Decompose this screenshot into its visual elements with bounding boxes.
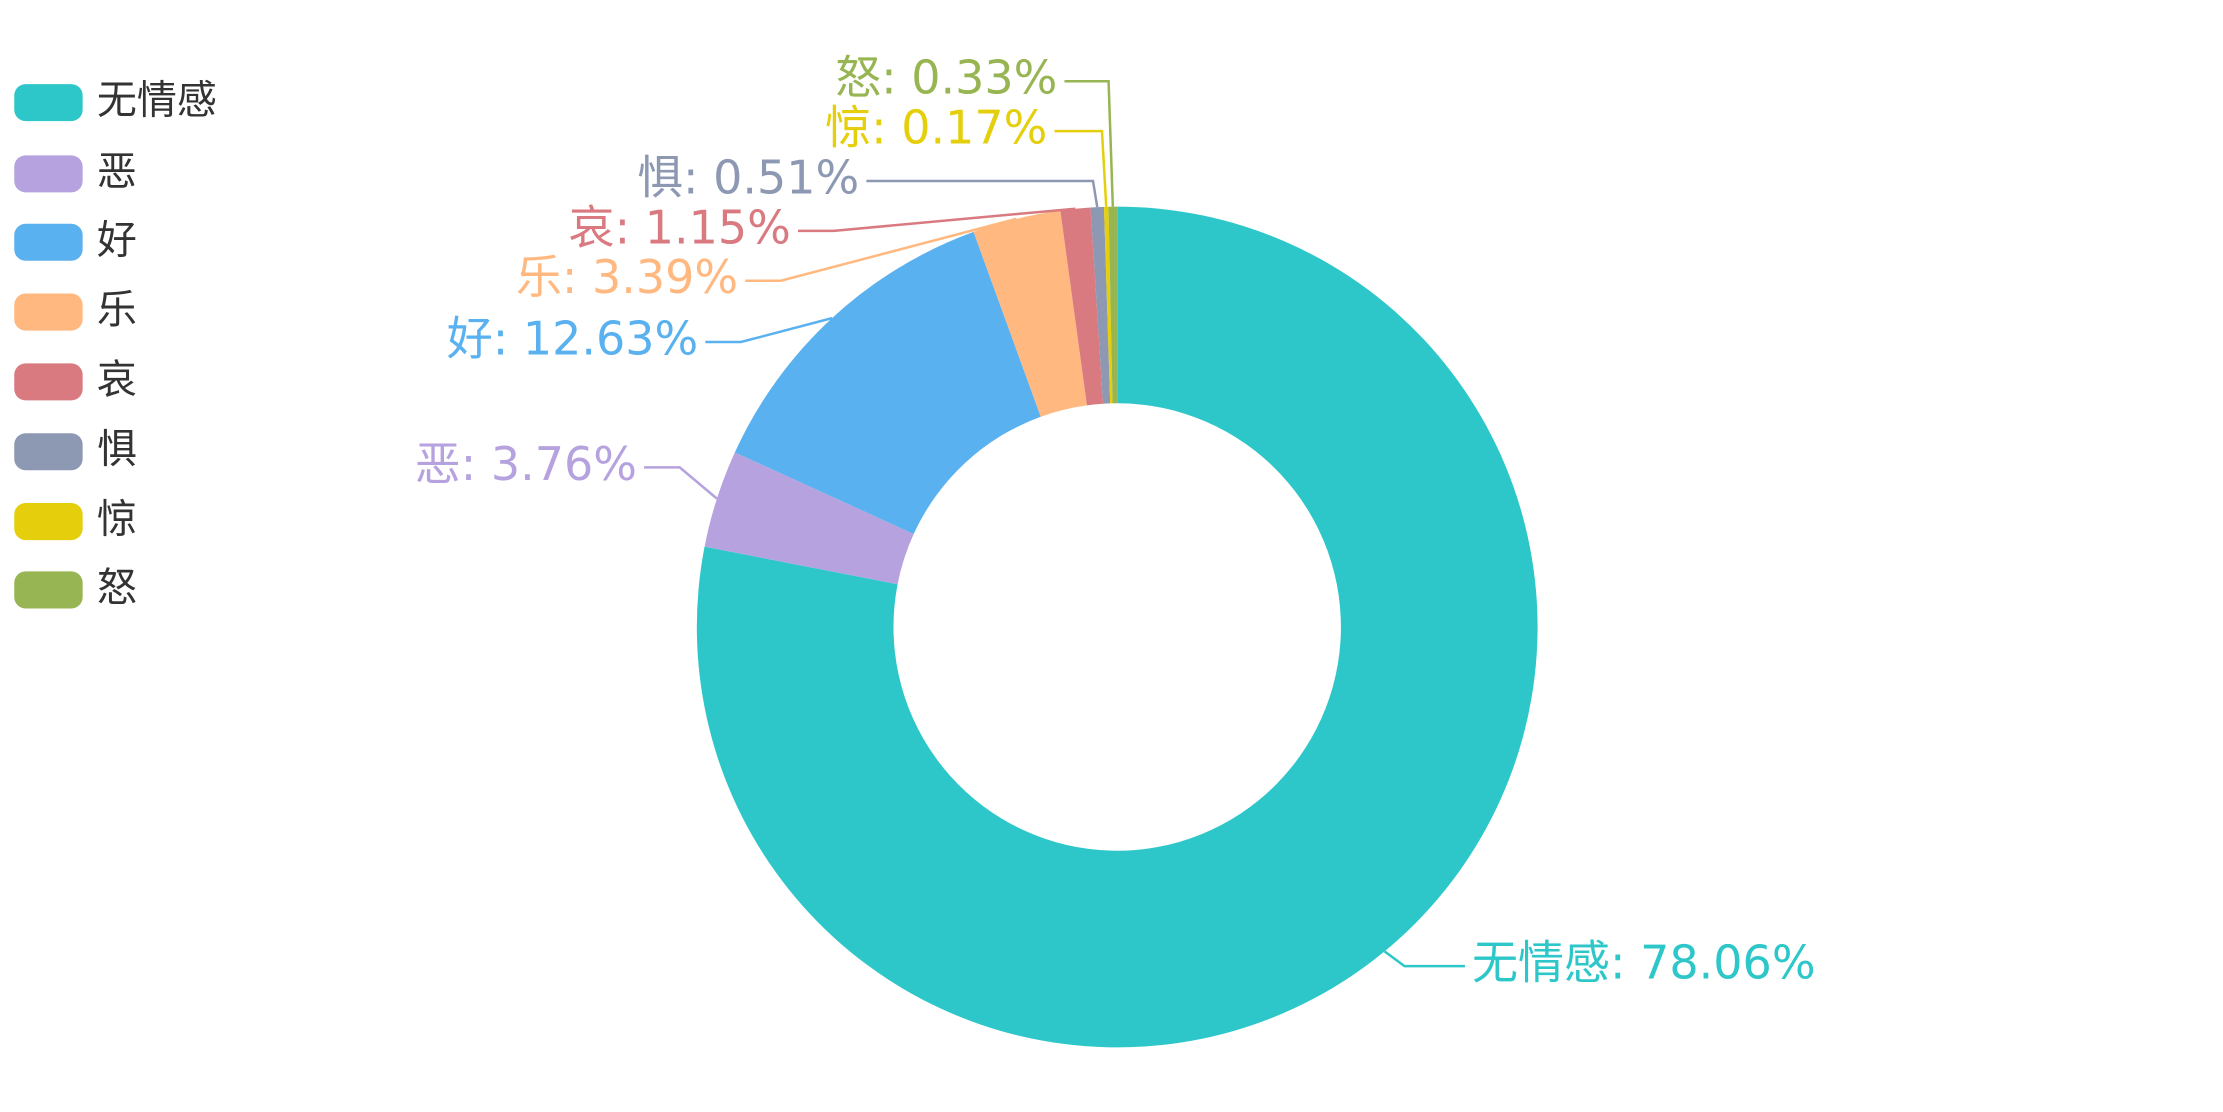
legend-label: 哀 [97, 357, 137, 403]
legend-swatch [14, 84, 83, 122]
data-label: 乐: 3.39% [516, 250, 738, 304]
legend-swatch [14, 363, 83, 401]
leader-line [1383, 950, 1465, 968]
data-label: 怒: 0.33% [835, 51, 1057, 105]
pie-slice [973, 210, 1087, 417]
leader-line [866, 179, 1099, 208]
leader-line [745, 217, 1017, 282]
leader-line [644, 466, 718, 500]
legend-label: 惊 [97, 497, 137, 543]
data-label: 惊: 0.17% [825, 101, 1047, 155]
data-label: 哀: 1.15% [569, 200, 791, 254]
pie-slice [704, 452, 914, 585]
legend-label: 恶 [97, 149, 137, 195]
legend-swatch [14, 433, 83, 471]
pie-slice [1060, 207, 1104, 406]
legend-swatch [14, 293, 83, 331]
legend-swatch [14, 503, 83, 541]
pie-slice [1108, 206, 1118, 404]
legend-label: 惧 [97, 427, 137, 473]
data-label: 好: 12.63% [447, 312, 699, 366]
legend-label: 好 [97, 217, 137, 263]
leader-line [705, 316, 833, 344]
leader-line [1054, 129, 1108, 207]
pie-slice [696, 206, 1538, 1048]
legend-swatch [14, 571, 83, 609]
legend-swatch [14, 155, 83, 193]
legend-swatch [14, 223, 83, 261]
data-label: 惧: 0.51% [637, 150, 859, 204]
pie-slice [1090, 206, 1111, 404]
pie-slice [1103, 206, 1113, 404]
legend-label: 乐 [97, 287, 137, 333]
leader-line [1064, 79, 1115, 207]
leader-line [798, 207, 1076, 233]
legend-label: 怒 [97, 565, 137, 611]
legend-label: 无情感 [97, 78, 217, 124]
data-label: 无情感: 78.06% [1472, 936, 1816, 990]
data-label: 恶: 3.76% [415, 437, 637, 491]
pie-slice [734, 231, 1041, 535]
